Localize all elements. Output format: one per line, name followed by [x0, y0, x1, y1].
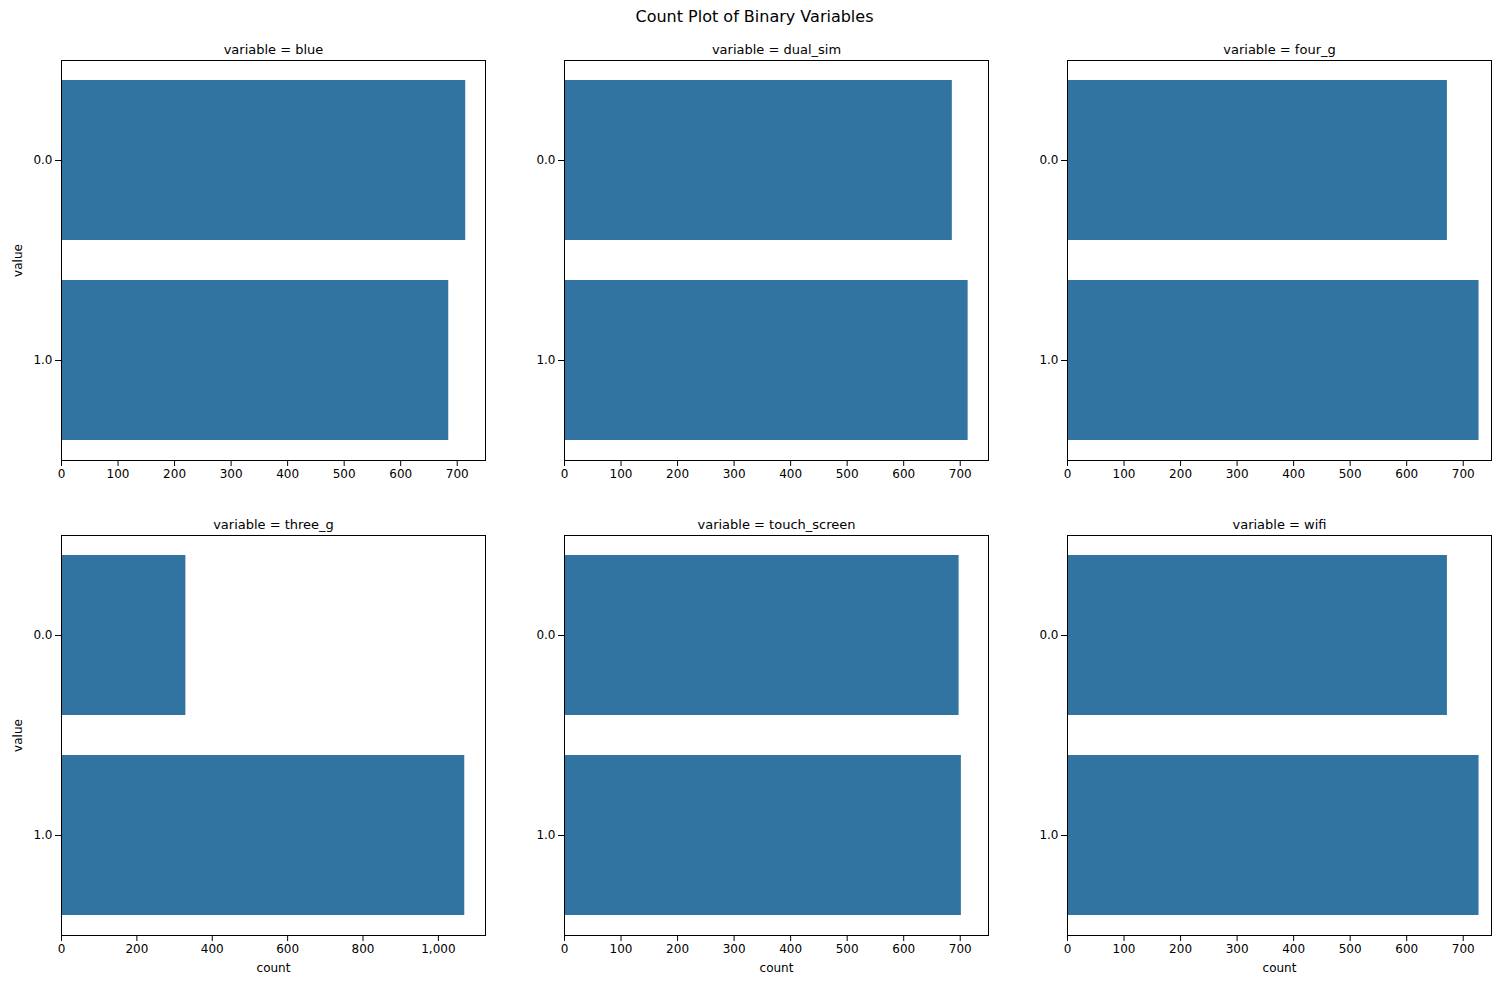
svg-text:count: count [257, 961, 291, 975]
svg-text:400: 400 [276, 467, 299, 481]
svg-text:400: 400 [1282, 467, 1305, 481]
svg-text:600: 600 [892, 942, 915, 956]
svg-text:600: 600 [389, 467, 412, 481]
svg-text:0.0: 0.0 [536, 628, 555, 642]
svg-text:1.0: 1.0 [1039, 828, 1058, 842]
svg-text:0.0: 0.0 [1039, 628, 1058, 642]
svg-text:0.0: 0.0 [33, 153, 52, 167]
svg-text:300: 300 [723, 467, 746, 481]
svg-text:variable = blue: variable = blue [224, 42, 324, 57]
svg-text:1.0: 1.0 [1039, 353, 1058, 367]
svg-text:300: 300 [1226, 467, 1249, 481]
svg-text:100: 100 [610, 467, 633, 481]
svg-text:0: 0 [561, 942, 569, 956]
svg-text:0: 0 [1064, 942, 1072, 956]
svg-text:700: 700 [949, 467, 972, 481]
svg-text:0: 0 [1064, 467, 1072, 481]
svg-text:700: 700 [949, 942, 972, 956]
svg-text:0: 0 [58, 942, 66, 956]
svg-text:100: 100 [1113, 942, 1136, 956]
svg-text:200: 200 [1169, 942, 1192, 956]
svg-text:0.0: 0.0 [1039, 153, 1058, 167]
svg-text:400: 400 [779, 467, 802, 481]
svg-text:variable = dual_sim: variable = dual_sim [712, 42, 841, 57]
svg-text:value: value [11, 244, 25, 277]
svg-text:500: 500 [1339, 942, 1362, 956]
svg-text:1.0: 1.0 [536, 353, 555, 367]
svg-text:800: 800 [352, 942, 375, 956]
svg-text:300: 300 [723, 942, 746, 956]
svg-text:0: 0 [561, 467, 569, 481]
svg-text:400: 400 [779, 942, 802, 956]
svg-text:variable = three_g: variable = three_g [213, 517, 334, 532]
svg-text:700: 700 [1452, 467, 1475, 481]
svg-text:400: 400 [201, 942, 224, 956]
svg-text:600: 600 [1395, 942, 1418, 956]
svg-text:600: 600 [892, 467, 915, 481]
svg-text:count: count [760, 961, 794, 975]
svg-text:1.0: 1.0 [536, 828, 555, 842]
svg-text:700: 700 [1452, 942, 1475, 956]
svg-text:100: 100 [1113, 467, 1136, 481]
svg-text:200: 200 [125, 942, 148, 956]
svg-text:400: 400 [1282, 942, 1305, 956]
svg-text:variable = four_g: variable = four_g [1223, 42, 1335, 57]
svg-text:500: 500 [836, 467, 859, 481]
html-text:Count Plot of Binary Variables: Count Plot of Binary Variables [635, 7, 874, 26]
svg-text:1,000: 1,000 [421, 942, 455, 956]
svg-text:300: 300 [220, 467, 243, 481]
svg-text:variable = touch_screen: variable = touch_screen [698, 517, 856, 532]
svg-text:500: 500 [836, 942, 859, 956]
svg-text:500: 500 [1339, 467, 1362, 481]
svg-text:100: 100 [107, 467, 130, 481]
svg-text:1.0: 1.0 [33, 353, 52, 367]
svg-text:100: 100 [610, 942, 633, 956]
svg-text:200: 200 [163, 467, 186, 481]
svg-text:value: value [11, 719, 25, 752]
svg-text:0.0: 0.0 [33, 628, 52, 642]
svg-text:count: count [1263, 961, 1297, 975]
svg-text:600: 600 [276, 942, 299, 956]
svg-text:1.0: 1.0 [33, 828, 52, 842]
svg-text:0.0: 0.0 [536, 153, 555, 167]
svg-text:500: 500 [333, 467, 356, 481]
svg-text:variable = wifi: variable = wifi [1232, 517, 1326, 532]
svg-text:200: 200 [1169, 467, 1192, 481]
svg-text:200: 200 [666, 467, 689, 481]
svg-text:700: 700 [446, 467, 469, 481]
svg-text:300: 300 [1226, 942, 1249, 956]
svg-text:600: 600 [1395, 467, 1418, 481]
svg-text:0: 0 [58, 467, 66, 481]
svg-text:200: 200 [666, 942, 689, 956]
